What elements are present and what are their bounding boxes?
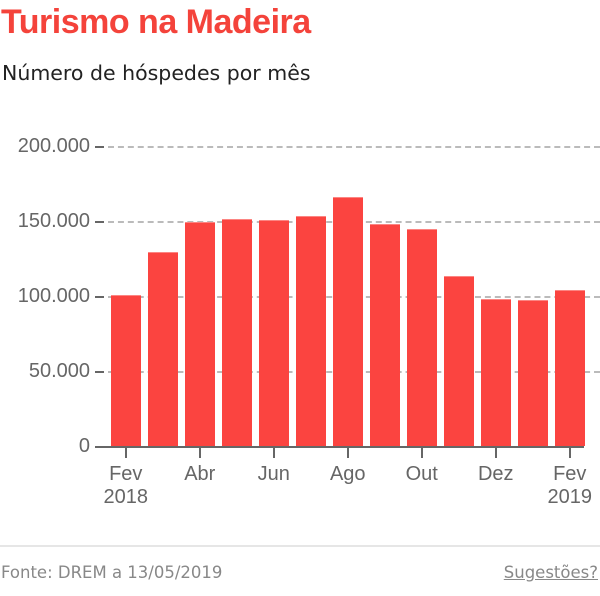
x-tick-mark	[346, 447, 349, 458]
bar-fev-2019[interactable]	[555, 289, 585, 446]
y-tick-mark	[95, 221, 104, 223]
x-tick-mark	[272, 447, 275, 458]
x-tick-mark	[420, 447, 423, 458]
bar-mai-2018[interactable]	[222, 219, 252, 446]
y-tick-label: 0	[78, 435, 90, 457]
y-tick-mark	[95, 146, 104, 148]
x-tick-month: Jun	[257, 463, 290, 485]
x-tick-year: 2019	[547, 486, 593, 508]
bar-jul-2018[interactable]	[296, 216, 326, 446]
x-axis-line	[95, 446, 584, 448]
source-note: Fonte: DREM a 13/05/2019	[1, 563, 223, 582]
x-tick-year: 2018	[103, 486, 149, 508]
bar-set-2018[interactable]	[370, 223, 400, 446]
x-tick-month: Dez	[477, 463, 514, 485]
x-tick-label: Abr	[160, 463, 240, 486]
bar-mar-2018[interactable]	[148, 252, 178, 446]
y-tick-label: 100.000	[17, 285, 90, 307]
x-tick-label: Out	[382, 463, 462, 486]
bar-fev-2018[interactable]	[111, 294, 141, 446]
y-tick-label: 200.000	[17, 135, 90, 157]
x-tick-mark	[494, 447, 497, 458]
x-tick-mark	[198, 447, 201, 458]
bar-out-2018[interactable]	[407, 228, 437, 446]
bar-abr-2018[interactable]	[185, 221, 215, 446]
x-tick-month: Abr	[184, 463, 216, 485]
y-tick-mark	[95, 296, 104, 298]
bar-dez-2018[interactable]	[481, 298, 511, 446]
bar-ago-2018[interactable]	[333, 196, 363, 446]
y-tick-label: 50.000	[28, 360, 90, 382]
y-tick-label: 150.000	[17, 210, 90, 232]
bar-nov-2018[interactable]	[444, 276, 474, 446]
chart-subtitle: Número de hóspedes por mês	[2, 61, 311, 85]
bar-jun-2018[interactable]	[259, 220, 289, 446]
x-tick-mark	[568, 447, 571, 458]
x-tick-label: Jun	[234, 463, 314, 486]
x-tick-month: Fev	[109, 463, 143, 485]
footer-divider	[0, 545, 600, 547]
gridline	[108, 146, 600, 148]
x-tick-label: Fev 2019	[530, 463, 600, 509]
x-tick-label: Dez	[456, 463, 536, 486]
y-tick-mark	[95, 371, 104, 373]
x-tick-label: Fev 2018	[86, 463, 166, 509]
x-tick-month: Fev	[553, 463, 587, 485]
x-tick-month: Out	[405, 463, 438, 485]
x-tick-month: Ago	[329, 463, 366, 485]
bar-chart: 0 50.000 100.000 150.000 200.000 Fev 2018 Abr J…	[17, 135, 600, 509]
suggestions-link[interactable]: Sugestões?	[503, 563, 598, 582]
chart-title: Turismo na Madeira	[1, 3, 311, 41]
bar-jan-2019[interactable]	[518, 300, 548, 446]
x-tick-mark	[124, 447, 127, 458]
x-tick-label: Ago	[308, 463, 388, 486]
